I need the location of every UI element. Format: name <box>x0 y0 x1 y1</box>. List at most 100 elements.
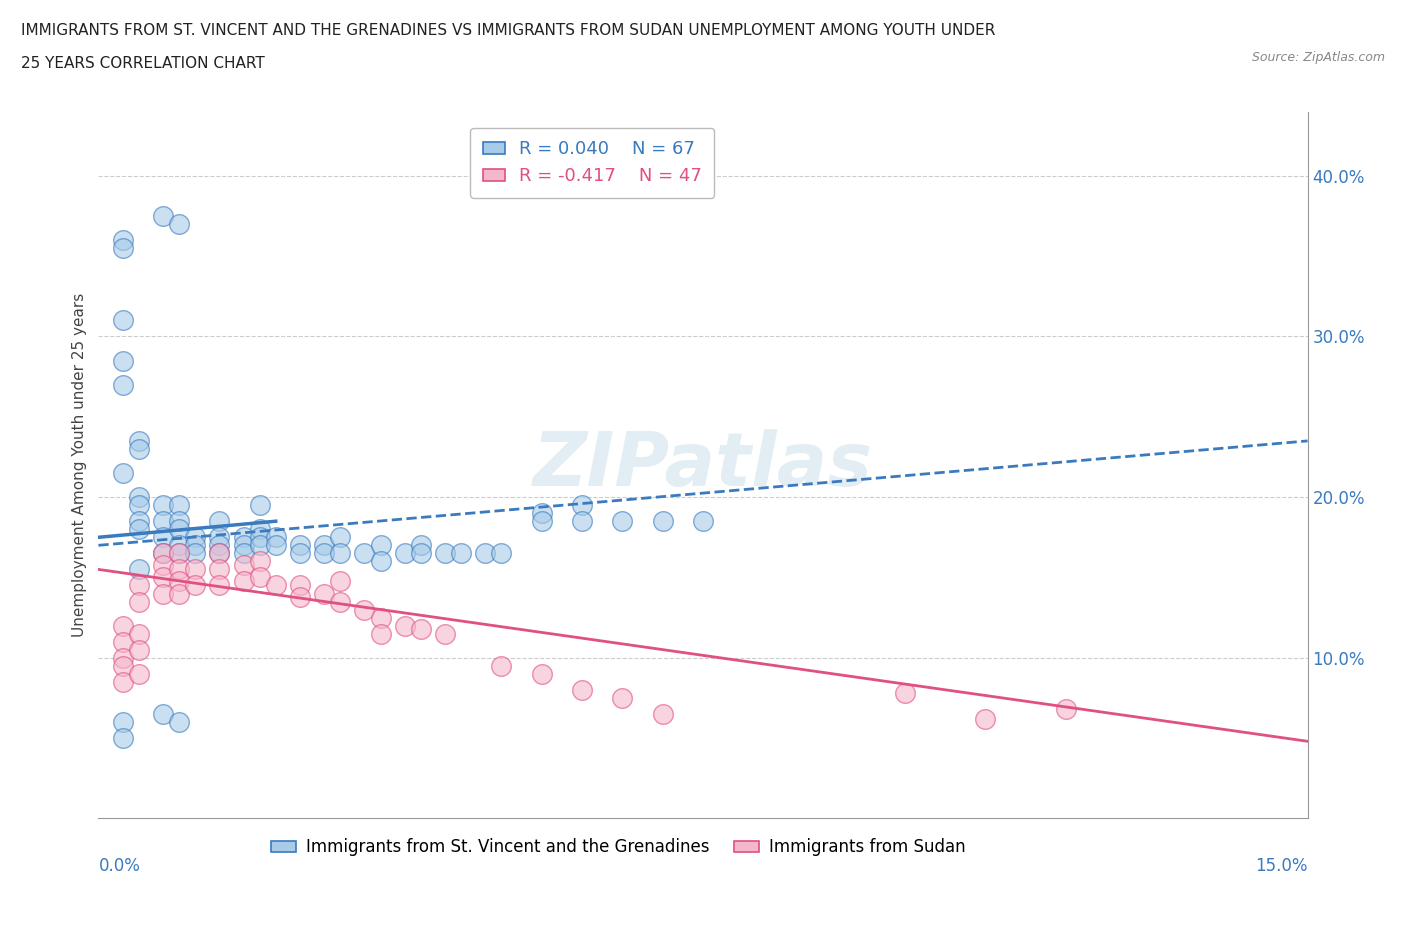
Point <box>571 513 593 528</box>
Point <box>152 570 174 585</box>
Point <box>612 513 634 528</box>
Point <box>370 554 392 569</box>
Point <box>314 586 336 601</box>
Point <box>249 530 271 545</box>
Point <box>152 530 174 545</box>
Point <box>249 498 271 512</box>
Point <box>409 538 432 552</box>
Point <box>167 573 190 588</box>
Point <box>128 578 150 593</box>
Point <box>152 208 174 223</box>
Point <box>167 546 190 561</box>
Point <box>111 674 134 689</box>
Text: 15.0%: 15.0% <box>1256 857 1308 875</box>
Point <box>167 586 190 601</box>
Point <box>184 546 207 561</box>
Point <box>264 578 287 593</box>
Point <box>249 538 271 552</box>
Point <box>370 626 392 641</box>
Point <box>353 546 375 561</box>
Point <box>128 626 150 641</box>
Point <box>232 557 254 572</box>
Point <box>111 313 134 328</box>
Point <box>612 690 634 705</box>
Point <box>152 546 174 561</box>
Point <box>167 217 190 232</box>
Point <box>651 707 673 722</box>
Point <box>128 643 150 658</box>
Point <box>111 618 134 633</box>
Point <box>232 538 254 552</box>
Point <box>208 578 231 593</box>
Point <box>474 546 496 561</box>
Point <box>491 546 513 561</box>
Point <box>692 513 714 528</box>
Point <box>208 530 231 545</box>
Point <box>152 513 174 528</box>
Point <box>167 513 190 528</box>
Point <box>434 626 457 641</box>
Point <box>450 546 472 561</box>
Text: ZIPatlas: ZIPatlas <box>533 429 873 501</box>
Point <box>329 546 352 561</box>
Point <box>288 546 311 561</box>
Point <box>152 586 174 601</box>
Point <box>167 546 190 561</box>
Point <box>249 554 271 569</box>
Text: IMMIGRANTS FROM ST. VINCENT AND THE GRENADINES VS IMMIGRANTS FROM SUDAN UNEMPLOY: IMMIGRANTS FROM ST. VINCENT AND THE GREN… <box>21 23 995 38</box>
Point <box>111 232 134 247</box>
Point <box>264 530 287 545</box>
Point <box>184 578 207 593</box>
Point <box>167 562 190 577</box>
Point <box>128 667 150 682</box>
Point <box>232 546 254 561</box>
Point <box>288 590 311 604</box>
Text: 0.0%: 0.0% <box>98 857 141 875</box>
Text: 25 YEARS CORRELATION CHART: 25 YEARS CORRELATION CHART <box>21 56 264 71</box>
Point <box>409 621 432 636</box>
Point <box>184 562 207 577</box>
Point <box>353 602 375 617</box>
Point <box>232 573 254 588</box>
Point <box>409 546 432 561</box>
Point <box>434 546 457 561</box>
Point <box>111 731 134 746</box>
Point <box>249 570 271 585</box>
Point <box>208 546 231 561</box>
Point <box>167 538 190 552</box>
Point <box>111 658 134 673</box>
Point <box>111 714 134 729</box>
Point <box>329 573 352 588</box>
Point <box>128 442 150 457</box>
Point <box>111 650 134 665</box>
Point <box>314 538 336 552</box>
Point <box>571 498 593 512</box>
Point <box>152 557 174 572</box>
Point <box>314 546 336 561</box>
Point <box>530 513 553 528</box>
Point <box>232 530 254 545</box>
Point <box>329 594 352 609</box>
Point <box>264 538 287 552</box>
Point <box>651 513 673 528</box>
Point <box>184 538 207 552</box>
Point <box>288 578 311 593</box>
Point <box>208 538 231 552</box>
Point <box>530 667 553 682</box>
Point <box>128 498 150 512</box>
Point <box>152 546 174 561</box>
Point <box>530 506 553 521</box>
Point <box>370 538 392 552</box>
Point <box>491 658 513 673</box>
Point <box>128 522 150 537</box>
Point <box>111 378 134 392</box>
Point <box>329 530 352 545</box>
Point <box>128 562 150 577</box>
Point <box>152 707 174 722</box>
Y-axis label: Unemployment Among Youth under 25 years: Unemployment Among Youth under 25 years <box>72 293 87 637</box>
Point <box>111 241 134 256</box>
Point <box>111 634 134 649</box>
Point <box>394 618 416 633</box>
Point <box>128 513 150 528</box>
Point <box>370 610 392 625</box>
